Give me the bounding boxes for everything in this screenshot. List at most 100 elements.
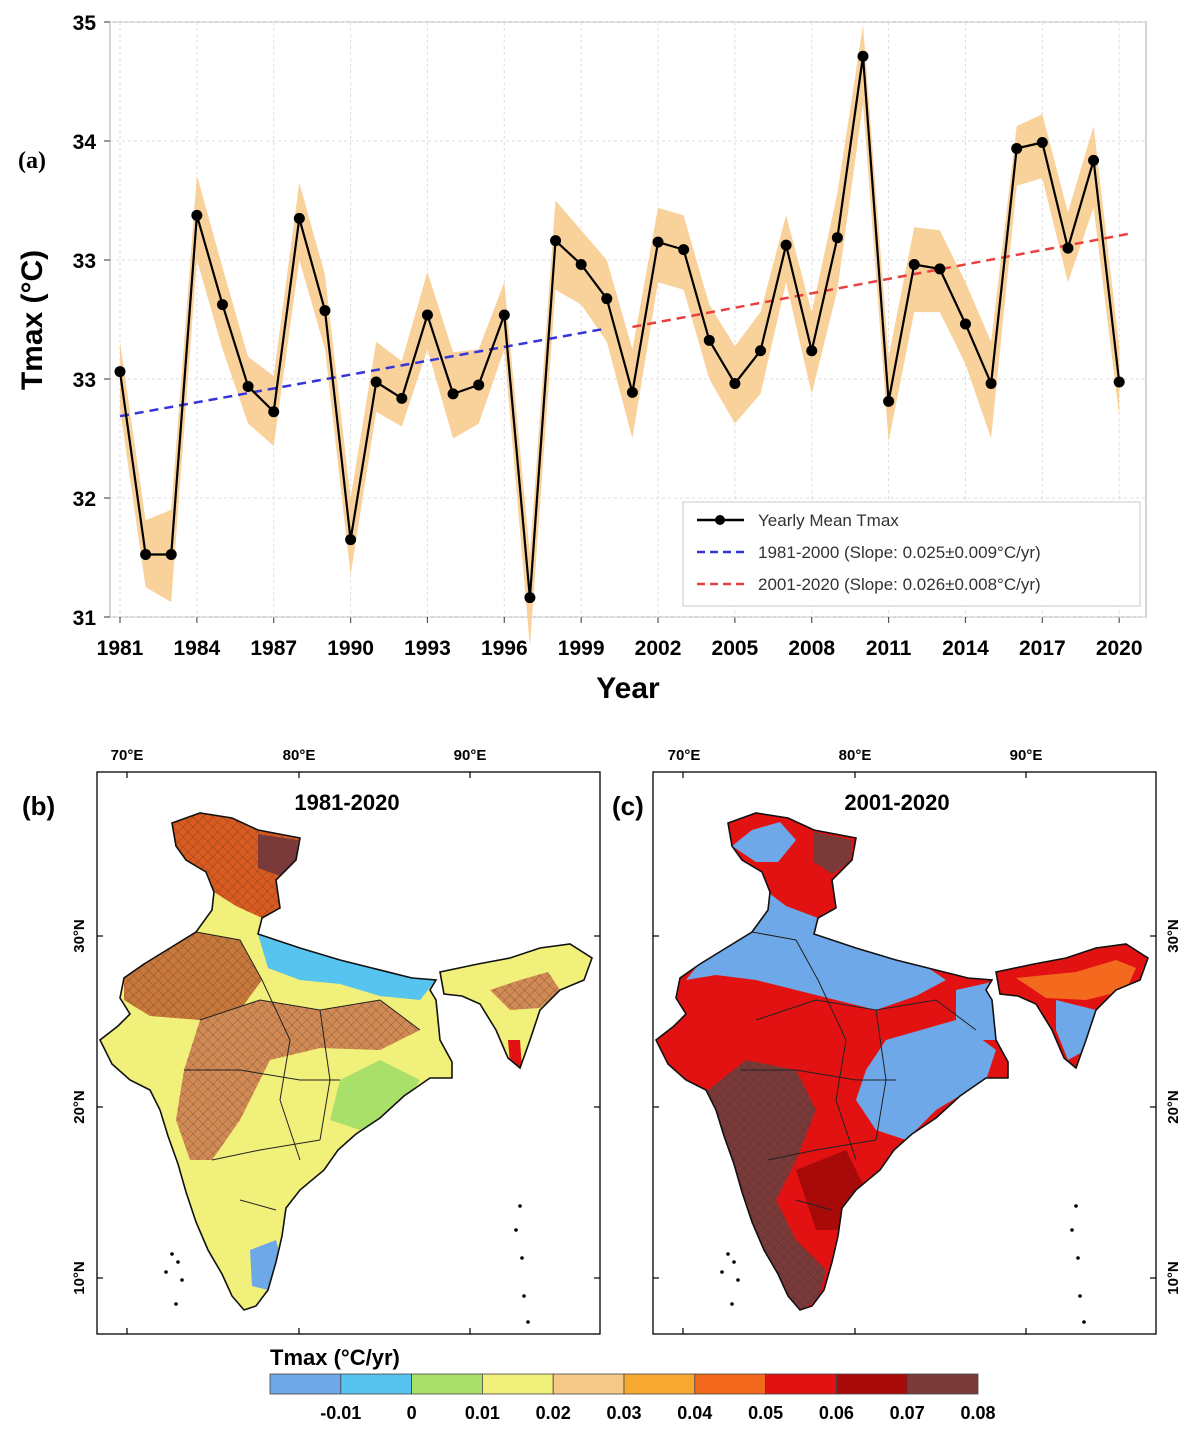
data-point — [473, 379, 485, 391]
colorbar-swatch — [481, 1373, 554, 1395]
x-tick-label: 1984 — [174, 637, 221, 660]
y-axis-title: Tmax (°C) — [16, 250, 49, 390]
island — [1078, 1294, 1082, 1298]
y-tick-label: 35 — [73, 12, 97, 35]
data-point — [755, 345, 767, 357]
island — [174, 1302, 178, 1306]
data-point — [934, 263, 946, 275]
colorbar-swatch — [411, 1373, 483, 1395]
trend-region — [258, 834, 298, 876]
colorbar-tick-labels: -0.01 0 0.01 0.02 0.03 0.04 0.05 0.06 0.07 0.08 — [320, 1403, 995, 1423]
x-tick-label: 1996 — [481, 637, 528, 660]
island — [726, 1252, 730, 1256]
island — [518, 1204, 522, 1208]
x-axis-title: Year — [596, 672, 660, 705]
trend-region — [258, 934, 436, 1000]
yearly-mean-series — [114, 50, 1125, 604]
data-point — [293, 212, 305, 224]
trend-line-1981-2000 — [119, 327, 608, 418]
colorbar: Tmax (°C/yr) -0.01 0 0.01 0.02 0.03 0.04 0.05 0… — [269, 1345, 996, 1423]
state-boundary — [817, 979, 857, 1161]
island — [514, 1228, 518, 1232]
data-point — [908, 258, 920, 270]
map-b-lat-label-10: 10°N — [71, 1261, 88, 1295]
data-point — [883, 395, 895, 407]
y-tick-label: 33 — [73, 250, 96, 273]
map-layer — [97, 772, 600, 1334]
colorbar-tick-label: 0.02 — [536, 1403, 571, 1423]
x-tick-label: 2014 — [942, 637, 989, 660]
colorbar-swatch — [694, 1373, 766, 1395]
chart-legend: Yearly Mean Tmax 1981-2000 (Slope: 0.025… — [682, 501, 1141, 607]
trend-region — [814, 832, 852, 874]
data-point — [191, 209, 203, 221]
data-point — [268, 406, 280, 418]
colorbar-tick-label: 0 — [407, 1403, 417, 1423]
island — [170, 1252, 174, 1256]
x-tick-label: 2017 — [1019, 637, 1066, 660]
state-boundary — [875, 1009, 887, 1141]
northeast-outline — [439, 943, 593, 1070]
map-b-lat-label-20: 20°N — [71, 1090, 88, 1124]
colorbar-tick-label: 0.07 — [890, 1403, 925, 1423]
map-b-label: (b) — [22, 791, 55, 821]
x-tick-label: 2011 — [866, 637, 912, 660]
state-boundary — [319, 1009, 331, 1141]
island — [176, 1260, 180, 1264]
uncertainty-band — [120, 25, 1120, 647]
india-outline — [654, 812, 1009, 1311]
island — [522, 1294, 526, 1298]
data-point — [780, 239, 792, 251]
data-point — [626, 386, 638, 398]
data-point — [447, 388, 459, 400]
map-c-label: (c) — [612, 791, 644, 821]
map-c-lat-label-10: 10°N — [1165, 1261, 1182, 1295]
data-point — [1062, 242, 1074, 254]
map-panels: 70°E 80°E 90°E 70°E 80°E 90°E (b) 1981-2… — [22, 747, 1182, 1335]
map-c-lon-label-70: 70°E — [668, 747, 701, 764]
colorbar-swatch — [340, 1373, 412, 1395]
legend-label-trend-1981-2000: 1981-2000 (Slope: 0.025±0.009°C/yr) — [758, 543, 1041, 562]
map-b-lon-label-80: 80°E — [283, 747, 316, 764]
significance-hatch — [124, 932, 262, 1020]
line-chart-panel: (a) 1981 1984 1987 1990 1993 1996 1999 2002 2005… — [16, 12, 1147, 705]
data-point — [959, 318, 971, 330]
map-c-lon-label-90: 90°E — [1010, 747, 1043, 764]
map-panel-c: (c) 2001-2020 — [612, 771, 1157, 1335]
band-area — [120, 25, 1120, 647]
map-c-lat-label-20: 20°N — [1165, 1090, 1182, 1124]
series-line — [118, 56, 1121, 598]
map-c-lon-label-80: 80°E — [839, 747, 872, 764]
x-tick-label: 2002 — [635, 637, 682, 660]
data-point — [498, 309, 510, 321]
state-boundary — [184, 1069, 340, 1081]
map-layer — [653, 772, 1156, 1334]
data-point — [1113, 376, 1125, 388]
state-boundary — [195, 931, 263, 981]
colorbar-tick-label: 0.05 — [748, 1403, 783, 1423]
island — [526, 1320, 530, 1324]
data-point — [806, 345, 818, 357]
x-tick-label: 1987 — [250, 637, 297, 660]
map-panel-b: (b) 1981-2020 — [22, 771, 601, 1335]
data-point — [524, 592, 536, 604]
colorbar-swatch — [552, 1373, 625, 1395]
colorbar-swatch — [269, 1373, 342, 1395]
state-boundary — [795, 1199, 833, 1211]
significance-hatch — [176, 1000, 420, 1160]
x-tick-labels: 1981 1984 1987 1990 1993 1996 1999 2002 2005 2008… — [97, 637, 1143, 660]
legend-marker-yearly — [715, 515, 725, 525]
map-c-title: 2001-2020 — [844, 790, 949, 815]
y-tick-label: 34 — [73, 131, 97, 154]
data-point — [114, 366, 126, 378]
trend-region — [856, 1020, 996, 1140]
data-point — [601, 293, 613, 305]
data-point — [575, 258, 587, 270]
data-point — [703, 334, 715, 346]
legend-box — [682, 501, 1141, 607]
y-tick-label: 33 — [73, 369, 96, 392]
data-point — [242, 380, 254, 392]
data-point — [140, 549, 152, 561]
map-b-lon-label-70: 70°E — [111, 747, 144, 764]
